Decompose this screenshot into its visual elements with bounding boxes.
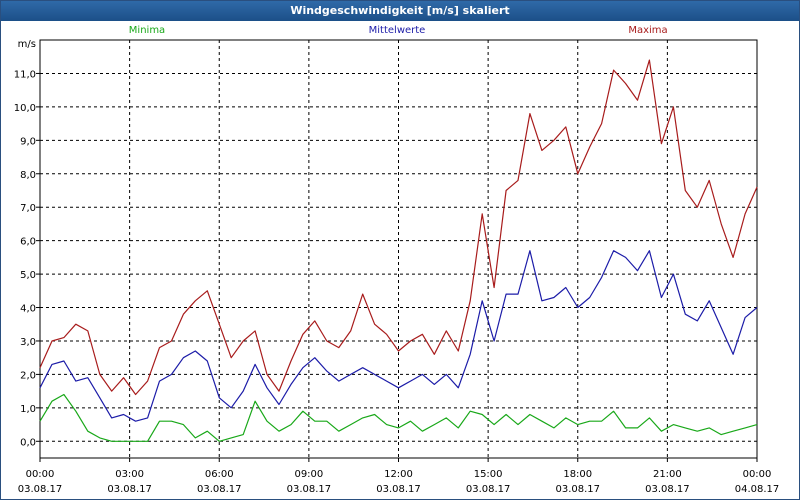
- x-tick-time-label: 21:00: [653, 469, 682, 480]
- y-tick-label: 6,0: [20, 237, 36, 248]
- x-tick-date-label: 03.08.17: [555, 484, 600, 495]
- x-tick-time-label: 12:00: [384, 469, 413, 480]
- x-tick-date-label: 03.08.17: [376, 484, 421, 495]
- y-tick-label: 10,0: [14, 103, 36, 114]
- y-tick-label: 2,0: [20, 370, 36, 381]
- x-tick-date-label: 03.08.17: [107, 484, 152, 495]
- x-tick-time-label: 18:00: [563, 469, 592, 480]
- x-tick-date-label: 03.08.17: [645, 484, 690, 495]
- x-tick-date-label: 03.08.17: [466, 484, 511, 495]
- x-tick-time-label: 06:00: [205, 469, 234, 480]
- axis-layer: m/s 0,0 1,0 2,0 3,0 4,0 5,0 6,0 7,0 8,0 9,0 10,0 11,…: [14, 39, 780, 495]
- legend-maxima: Maxima: [628, 25, 667, 36]
- x-tick-date-label: 03.08.17: [18, 484, 63, 495]
- y-tick-label: 4,0: [20, 304, 36, 315]
- y-tick-label: 3,0: [20, 337, 36, 348]
- y-tick-label: 5,0: [20, 270, 36, 281]
- series-layer: [39, 59, 758, 442]
- x-tick-time-label: 15:00: [474, 469, 503, 480]
- y-axis-unit-label: m/s: [18, 39, 36, 50]
- window-title: Windgeschwindigkeit [m/s] skaliert: [1, 1, 799, 21]
- legend-mittelwerte: Mittelwerte: [369, 25, 426, 36]
- x-tick-date-label: 03.08.17: [197, 484, 242, 495]
- grid-layer: [39, 39, 758, 459]
- y-tick-label: 1,0: [20, 404, 36, 415]
- y-tick-label: 0,0: [20, 437, 36, 448]
- series-line-mittelwerte: [39, 250, 758, 422]
- y-tick-label: 9,0: [20, 136, 36, 147]
- series-line-minima: [39, 393, 758, 442]
- x-tick-time-label: 03:00: [115, 469, 144, 480]
- x-tick-time-label: 00:00: [743, 469, 772, 480]
- series-line-maxima: [39, 59, 758, 396]
- y-tick-label: 7,0: [20, 203, 36, 214]
- y-tick-label: 11,0: [14, 69, 36, 80]
- x-tick-time-label: 00:00: [26, 469, 55, 480]
- legend-minima: Minima: [129, 25, 165, 36]
- x-tick-time-label: 09:00: [294, 469, 323, 480]
- x-tick-date-label: 03.08.17: [287, 484, 332, 495]
- y-tick-label: 8,0: [20, 170, 36, 181]
- x-tick-date-label: 04.08.17: [735, 484, 780, 495]
